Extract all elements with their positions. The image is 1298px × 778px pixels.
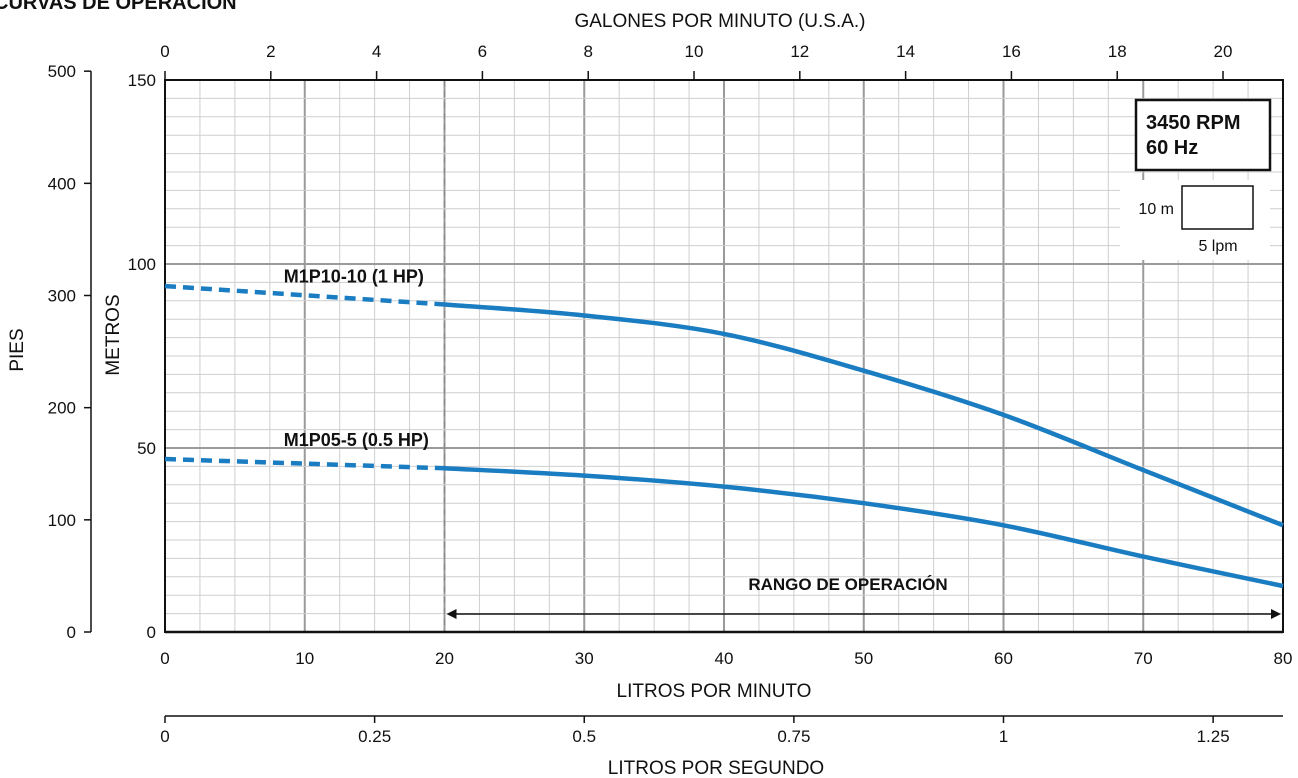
gpm-tick-label: 14 — [896, 42, 915, 61]
gpm-tick-label: 20 — [1214, 42, 1233, 61]
y-tick-label: 50 — [137, 439, 156, 458]
curves — [164, 283, 1284, 589]
frequency-label: 60 Hz — [1146, 137, 1198, 159]
operating-range-label: RANGO DE OPERACIÓN — [748, 575, 947, 594]
x-tick-label: 50 — [854, 649, 873, 668]
gpm-tick-label: 4 — [372, 42, 381, 61]
gpm-tick-label: 8 — [583, 42, 592, 61]
lps-tick-label: 0.5 — [572, 727, 596, 746]
arrow-head-left — [446, 609, 457, 619]
grid — [165, 80, 1283, 632]
x-tick-label: 30 — [575, 649, 594, 668]
series-line — [444, 302, 1284, 528]
feet-tick-label: 200 — [48, 399, 76, 418]
lps-tick-label: 0 — [160, 727, 169, 746]
lps-axis-title: LITROS POR SEGUNDO — [608, 758, 824, 778]
rpm-label: 3450 RPM — [1146, 112, 1241, 134]
scale-box — [1181, 185, 1254, 230]
gpm-tick-label: 0 — [160, 42, 169, 61]
plot-frame — [164, 79, 1284, 634]
feet-tick-label: 100 — [48, 511, 76, 530]
x-tick-label: 80 — [1274, 649, 1293, 668]
annotations: M1P10-10 (1 HP) M1P05-5 (0.5 HP) CURVAS DE… — [0, 0, 1281, 619]
y-axis-title: METROS — [103, 294, 124, 375]
x-tick-label: 0 — [160, 649, 169, 668]
x-tick-label: 70 — [1134, 649, 1153, 668]
series-dashed-line — [164, 456, 445, 471]
feet-tick-label: 500 — [48, 62, 76, 81]
gpm-tick-label: 6 — [478, 42, 487, 61]
gpm-tick-label: 18 — [1108, 42, 1127, 61]
lps-tick-label: 0.25 — [358, 727, 391, 746]
x-tick-label: 60 — [994, 649, 1013, 668]
gpm-tick-label: 16 — [1002, 42, 1021, 61]
gpm-tick-label: 12 — [790, 42, 809, 61]
series-label: M1P10-10 (1 HP) — [284, 266, 424, 286]
x-tick-label: 20 — [435, 649, 454, 668]
feet-tick-label: 0 — [67, 623, 76, 642]
lps-tick-label: 1 — [999, 727, 1008, 746]
gpm-axis-title: GALONES POR MINUTO (U.S.A.) — [574, 11, 865, 32]
chart-title: CURVAS DE OPERACIÓN — [0, 0, 237, 14]
scale-vertical-label: 10 m — [1138, 201, 1174, 218]
rpm-box — [1134, 98, 1272, 172]
y-tick-label: 0 — [147, 623, 156, 642]
gpm-tick-label: 2 — [266, 42, 275, 61]
feet-tick-label: 300 — [48, 287, 76, 306]
y-tick-label: 100 — [128, 255, 156, 274]
lps-tick-label: 1.25 — [1197, 727, 1230, 746]
feet-axis-title: PIES — [7, 328, 28, 371]
series-label: M1P05-5 (0.5 HP) — [284, 430, 429, 450]
lps-tick-label: 0.75 — [777, 727, 810, 746]
y-tick-label: 150 — [128, 71, 156, 90]
arrow-head-right — [1271, 609, 1281, 619]
gpm-tick-label: 10 — [685, 42, 704, 61]
feet-tick-label: 400 — [48, 174, 76, 193]
series-line — [444, 465, 1284, 589]
x-axis-title: LITROS POR MINUTO — [617, 681, 812, 702]
x-tick-label: 10 — [295, 649, 314, 668]
series-dashed-line — [164, 283, 445, 307]
scale-horizontal-label: 5 lpm — [1198, 238, 1237, 255]
x-tick-label: 40 — [715, 649, 734, 668]
